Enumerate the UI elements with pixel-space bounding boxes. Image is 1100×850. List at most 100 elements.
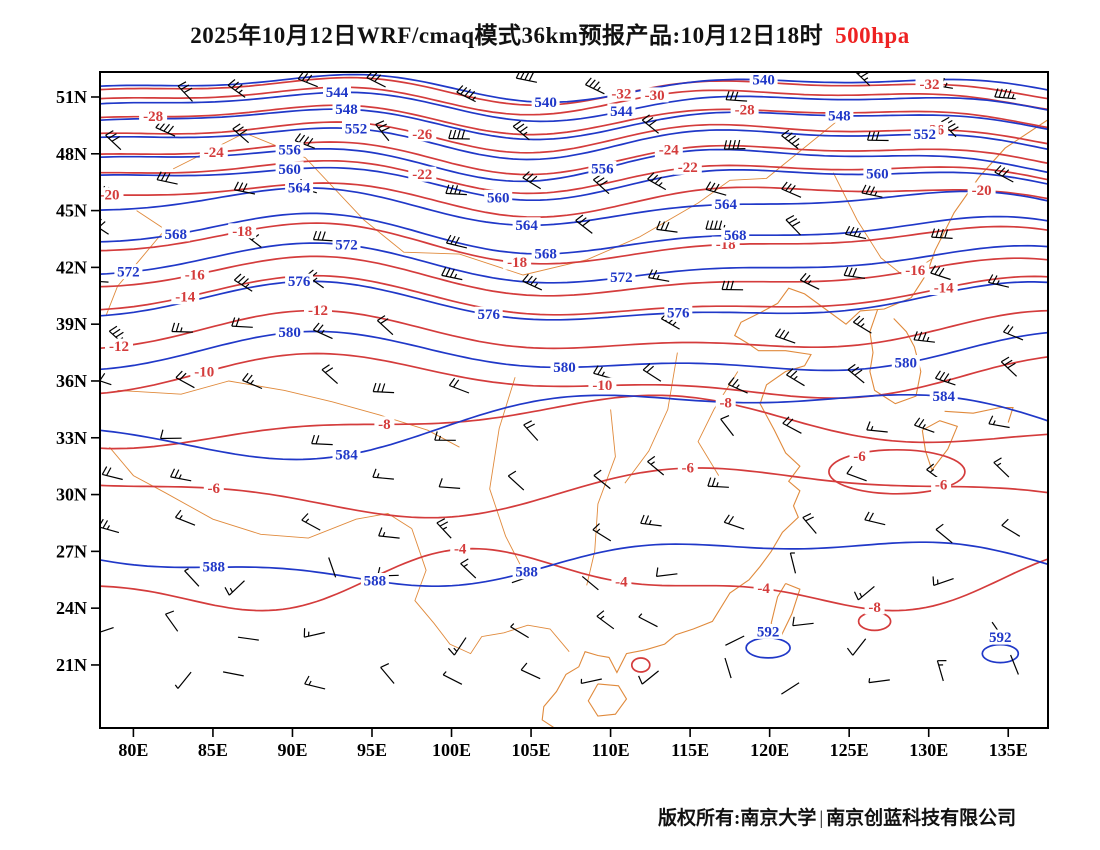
wind-barb <box>445 234 468 249</box>
wind-barb <box>707 477 729 488</box>
wind-barb <box>782 416 802 434</box>
wind-barb <box>868 678 890 684</box>
wind-barb <box>242 372 263 390</box>
height-contour-588 <box>100 541 1048 588</box>
coastline <box>541 119 1048 728</box>
wind-barb <box>853 585 875 601</box>
wind-barb <box>456 85 476 103</box>
temp-contour--28 <box>100 104 1048 136</box>
contour-label-bg <box>332 236 361 252</box>
contour-label-bg <box>677 460 698 476</box>
contour-label: 540 <box>534 95 557 111</box>
wind-barb <box>441 267 463 281</box>
contour-label-bg <box>931 477 952 492</box>
wind-barb <box>175 509 196 526</box>
wind-barb <box>445 184 467 196</box>
contour-label: 552 <box>345 121 368 137</box>
wind-barb <box>380 663 395 684</box>
border-line <box>109 446 413 539</box>
contour-label: 592 <box>989 630 1012 646</box>
copyright-org1: 南京大学 <box>740 808 817 829</box>
wind-barb <box>592 174 610 195</box>
contour-label: 584 <box>932 389 955 405</box>
contour-label-bg <box>730 101 759 117</box>
wind-barb <box>725 91 748 102</box>
contour-label: -22 <box>678 160 698 176</box>
wind-barb <box>460 558 477 579</box>
contour-label-bg <box>105 338 133 354</box>
wind-barb <box>723 514 745 530</box>
plot-border <box>99 71 1049 729</box>
contour-label: 572 <box>117 265 140 281</box>
wind-barb <box>222 671 244 677</box>
border-line <box>586 409 616 586</box>
contour-labels: -32-32-30-28-28-26-26-24-24-22-22-20-20-… <box>95 71 1015 646</box>
wind-barb <box>987 274 1010 288</box>
wind-barb <box>523 420 539 441</box>
wind-barb <box>934 370 956 386</box>
x-axis-label: 125E <box>830 740 869 760</box>
contour-label-bg <box>754 623 783 639</box>
contour-label-bg <box>180 266 209 282</box>
contour-label: -22 <box>412 167 432 183</box>
contour-label: -26 <box>412 127 432 143</box>
temp-contour--26 <box>100 121 1048 154</box>
contour-label-bg <box>275 161 304 177</box>
wind-barb <box>647 172 667 191</box>
wind-barb <box>866 421 888 433</box>
contour-label: 576 <box>288 274 311 290</box>
height-contour-552 <box>100 127 1048 161</box>
wind-barb <box>177 81 193 102</box>
wind-barb <box>721 280 744 291</box>
wind-barb <box>789 552 797 574</box>
wind-barb <box>867 131 889 142</box>
wind-barb <box>1001 518 1021 537</box>
wind-barb <box>935 523 953 544</box>
border-line <box>117 380 460 448</box>
contour-label: -16 <box>185 267 205 283</box>
wind-barb <box>781 682 800 695</box>
height-contour-540 <box>100 73 1048 104</box>
wind-barb <box>641 114 659 134</box>
island-outline <box>587 683 628 717</box>
x-axis-label: 130E <box>909 740 948 760</box>
contour-label-bg <box>450 541 471 557</box>
contour-label-bg <box>531 94 560 110</box>
temp-contour--10 <box>100 352 1048 399</box>
wind-barb <box>656 220 678 233</box>
wind-barb <box>930 265 951 281</box>
wind-barb <box>301 513 321 531</box>
wind-barb <box>802 513 817 534</box>
y-axis-label: 24N <box>56 598 87 618</box>
contour-label-bg <box>139 108 168 124</box>
wind-barb <box>304 675 326 690</box>
wind-barb <box>786 368 805 387</box>
contour-label-bg <box>408 126 437 142</box>
chart-title-text: 2025年10月12日WRF/cmaq模式36km预报产品:10月12日18时 <box>190 23 824 48</box>
wind-barb <box>100 280 109 283</box>
x-axis-label: 115E <box>671 740 709 760</box>
wind-barb <box>321 364 338 385</box>
height-contour-572 <box>100 242 1048 284</box>
contour-label: 568 <box>165 227 188 243</box>
contour-label: -4 <box>615 574 628 590</box>
temp-contour--20 <box>100 182 1048 218</box>
island-outline <box>869 308 922 405</box>
wind-barb <box>105 130 122 151</box>
wind-barb <box>638 613 658 628</box>
wind-barb <box>638 670 659 685</box>
contour-label: 544 <box>610 104 633 120</box>
y-axis-label: 39N <box>56 314 87 334</box>
y-axis-label: 21N <box>56 655 87 675</box>
contour-label: -12 <box>308 303 328 319</box>
contour-label: -32 <box>611 86 631 102</box>
contour-label: 584 <box>335 448 358 464</box>
wind-barb <box>844 225 867 240</box>
contour-label-bg <box>863 166 892 182</box>
contour-label: -12 <box>109 339 129 355</box>
wind-barb <box>581 575 599 591</box>
wind-barb <box>932 576 954 586</box>
contour-label: 588 <box>364 574 387 590</box>
border-line <box>489 377 524 571</box>
